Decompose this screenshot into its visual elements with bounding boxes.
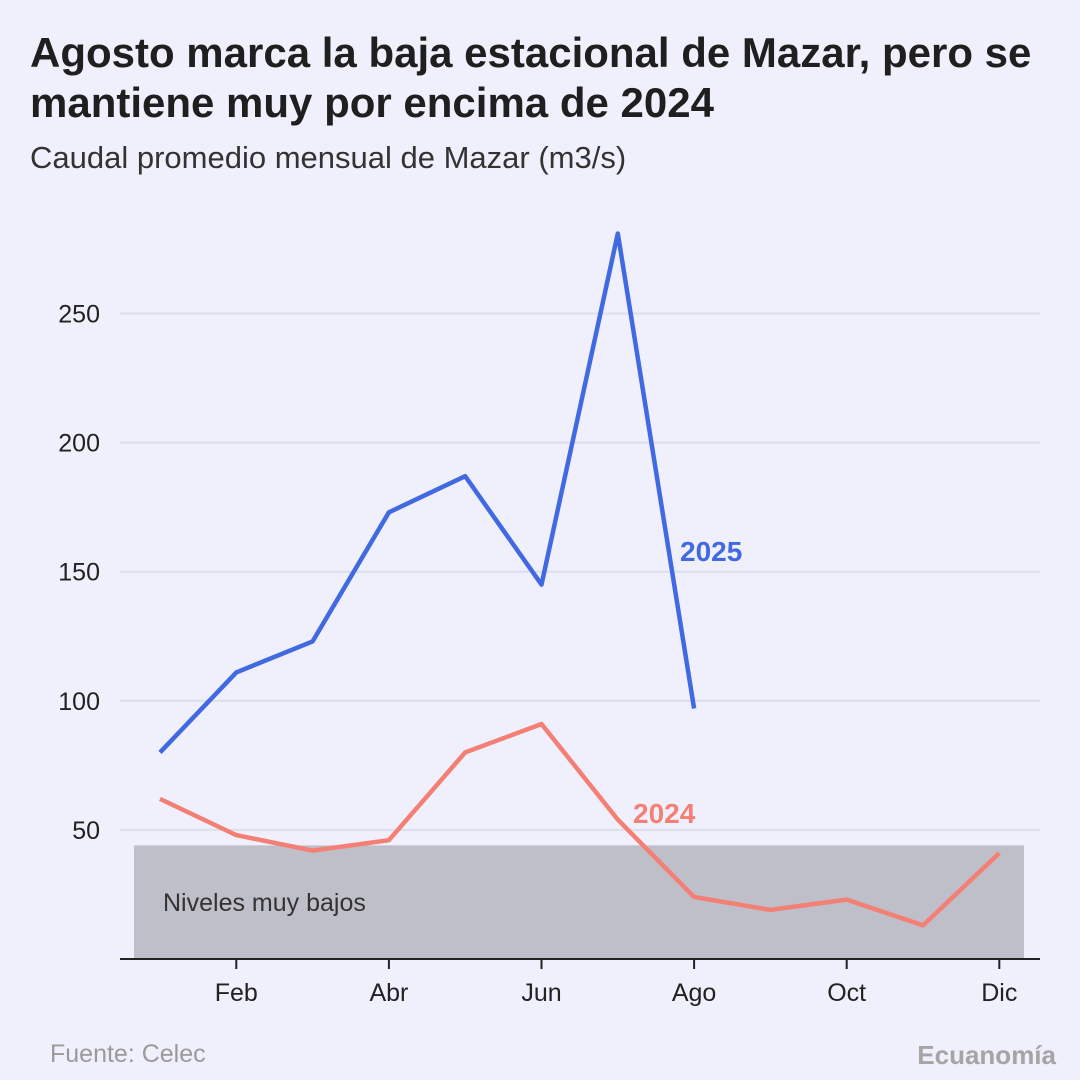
y-tick-label-250: 250 <box>58 301 100 329</box>
y-tick-label-200: 200 <box>58 430 100 458</box>
x-tick-label-Jun: Jun <box>521 979 561 1007</box>
x-tick-label-Abr: Abr <box>369 979 408 1007</box>
low-level-band-group: Niveles muy bajos <box>134 845 1024 959</box>
series-label-2025: 2025 <box>680 536 742 567</box>
brand-logo-text: Ecuanomía <box>917 1040 1056 1070</box>
x-tick-label-Oct: Oct <box>827 979 866 1007</box>
series-label-2024: 2024 <box>633 798 696 829</box>
chart-subtitle: Caudal promedio mensual de Mazar (m3/s) <box>30 140 627 175</box>
x-tick-label-Feb: Feb <box>215 979 258 1007</box>
x-tick-label-Dic: Dic <box>981 979 1017 1007</box>
x-tick-label-Ago: Ago <box>672 979 716 1007</box>
y-tick-label-50: 50 <box>72 817 100 845</box>
chart-title: Agosto marca la baja estacional de Mazar… <box>30 29 1032 126</box>
series-line-2025 <box>158 231 697 754</box>
series-lines: 2025 2024 <box>158 231 1001 928</box>
series-line-2024 <box>159 721 1001 928</box>
y-tick-label-150: 150 <box>58 559 100 587</box>
low-level-band <box>134 845 1024 959</box>
axes: 50 100 150 200 250 Feb Abr Jun Ago Oct Dic <box>58 301 1040 1007</box>
grid-lines <box>120 312 1040 831</box>
y-tick-label-100: 100 <box>58 688 100 716</box>
low-level-band-label: Niveles muy bajos <box>163 889 366 917</box>
source-note: Fuente: Celec <box>50 1040 206 1068</box>
